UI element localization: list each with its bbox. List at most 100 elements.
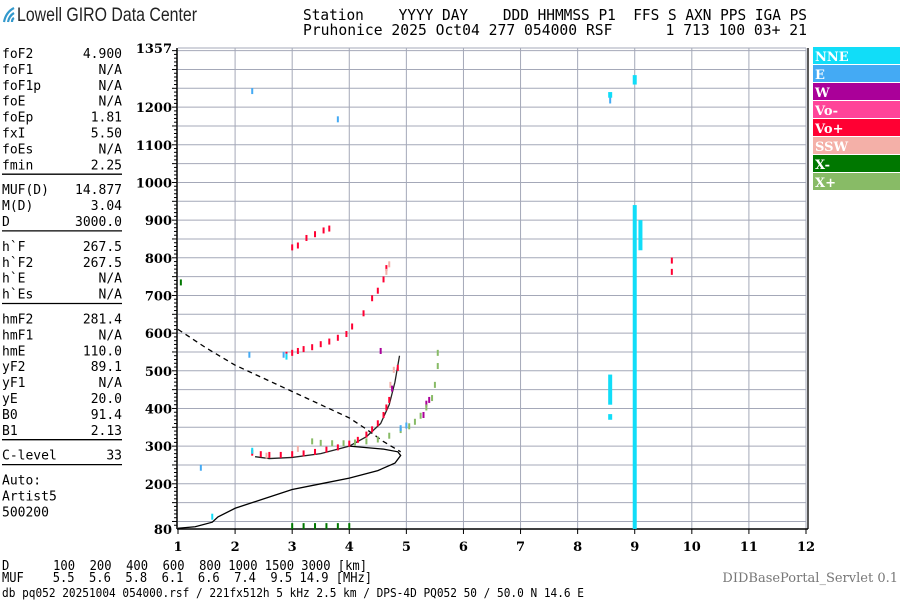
x-tick-label: 2: [231, 540, 240, 555]
x-tick-label: 1: [173, 540, 182, 555]
param-label: fmin: [2, 158, 33, 173]
param-label: hmE: [2, 344, 25, 359]
param-value: 1.81: [91, 111, 122, 126]
param-label: yF1: [2, 376, 25, 391]
param-value: N/A: [99, 95, 123, 110]
y-tick-label: 1100: [136, 139, 172, 154]
legend-label: SSW: [815, 140, 848, 155]
echo-point: [336, 116, 339, 123]
echo-point: [436, 363, 439, 370]
y-tick-label: 1357: [136, 42, 172, 57]
legend-label: E: [815, 68, 825, 83]
param-label: yF2: [2, 360, 25, 375]
legend-label: W: [814, 86, 830, 101]
echo-band: [608, 92, 613, 98]
echo-point: [302, 450, 305, 457]
y-tick-label: 300: [145, 440, 172, 455]
echo-point: [296, 242, 299, 249]
series-ssw: [265, 261, 395, 459]
lowell-logo: Lowell GIRO Data Center: [2, 5, 198, 26]
echo-point: [345, 331, 348, 338]
x-tick-label: 11: [740, 540, 758, 555]
legend-label: Vo-: [814, 104, 838, 119]
param-label: hmF1: [2, 328, 33, 343]
echo-point: [392, 366, 395, 373]
param-label: foF1p: [2, 79, 41, 94]
echo-point: [336, 444, 339, 451]
model-dashed-curve: [177, 328, 401, 453]
header-line-2: Pruhonice 2025 Oct04 277 054000 RSF 1 71…: [303, 21, 807, 39]
echo-point: [291, 244, 294, 251]
echo-point: [319, 341, 322, 348]
echo-point: [609, 97, 612, 104]
echo-point: [348, 523, 351, 530]
echo-point: [291, 523, 294, 530]
echo-point: [388, 261, 391, 268]
echo-point: [405, 422, 408, 429]
echo-point: [211, 513, 214, 520]
echo-point: [331, 440, 334, 447]
echo-point: [436, 349, 439, 356]
x-tick-label: 3: [288, 540, 297, 555]
echo-point: [376, 436, 379, 443]
param-value: 20.0: [91, 392, 122, 407]
param-value: 5.50: [91, 127, 122, 142]
distance-row: D 100 200 400 600 800 1000 1500 3000 [km…: [2, 559, 367, 574]
echo-point: [251, 447, 254, 454]
model-profile-curve: [177, 445, 402, 529]
x-tick-label: 12: [797, 540, 815, 555]
legend-swatch: [813, 119, 900, 136]
echo-point: [325, 446, 328, 453]
legend-swatch: [813, 47, 900, 64]
param-label: foF1: [2, 63, 33, 78]
echo-point: [282, 351, 285, 358]
echo-point: [419, 412, 422, 419]
echo-point: [399, 425, 402, 432]
echo-point: [388, 432, 391, 439]
echo-point: [431, 395, 434, 402]
param-label: foF2: [2, 47, 33, 62]
echo-point: [199, 464, 202, 471]
param-label: C-level: [2, 449, 57, 464]
y-tick-label: 700: [145, 289, 172, 304]
param-value: 4.900: [83, 47, 122, 62]
legend-swatch: [813, 155, 900, 172]
wifi-logo-icon: [2, 7, 15, 23]
echo-point: [311, 344, 314, 351]
y-tick-label: 500: [145, 365, 172, 380]
echo-point: [389, 381, 392, 388]
param-label: B0: [2, 408, 18, 423]
echo-point: [291, 349, 294, 356]
y-tick-label: 400: [145, 402, 172, 417]
param-value: 3.04: [91, 199, 122, 214]
echo-band: [632, 75, 637, 85]
echo-point: [319, 439, 322, 446]
y-tick-label: 600: [145, 327, 172, 342]
series-x-: [311, 349, 439, 447]
echo-point: [433, 381, 436, 388]
legend-label: NNE: [815, 50, 849, 65]
x-tick-label: 5: [402, 540, 411, 555]
muf-row: MUF 5.5 5.6 5.8 6.1 6.6 7.4 9.5 14.9 [MH…: [2, 571, 372, 586]
echo-point: [291, 451, 294, 458]
echo-point: [376, 287, 379, 294]
echo-point: [362, 310, 365, 317]
echo-point: [248, 351, 251, 358]
param-label: B1: [2, 424, 18, 439]
echo-point: [342, 440, 345, 447]
legend: NNE EW Vo- Vo+ SSW X- X+: [813, 47, 900, 191]
legend-label: X+: [815, 176, 836, 191]
echo-point: [413, 418, 416, 425]
param-value: 89.1: [91, 360, 122, 375]
echo-point: [296, 347, 299, 354]
echo-point: [396, 364, 399, 371]
series-nne: [211, 75, 643, 529]
param-value: N/A: [99, 63, 123, 78]
brand-name: Lowell GIRO Data Center: [17, 5, 198, 26]
param-value: 33: [106, 449, 122, 464]
echo-point: [382, 412, 385, 419]
param-value: 267.5: [83, 256, 122, 271]
echo-point: [314, 231, 317, 238]
echo-point: [365, 438, 368, 445]
